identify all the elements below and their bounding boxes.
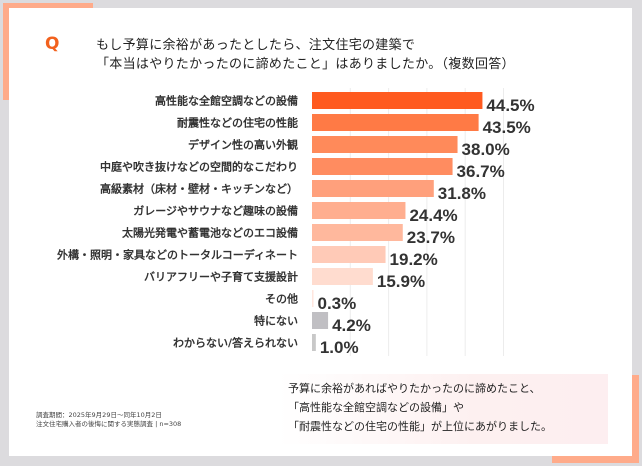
- value-label: 38.0%: [462, 140, 510, 159]
- value-label: 43.5%: [483, 118, 531, 137]
- category-label: 外構・照明・家具などのトータルコーディネート: [56, 248, 298, 262]
- survey-note: 調査期間：2025年9月29日～同年10月2日 注文住宅購入者の後悔に関する実態…: [36, 411, 181, 429]
- bar: [312, 202, 406, 219]
- bar: [312, 224, 403, 241]
- category-label: 中庭や吹き抜けなどの空間的なこだわり: [100, 160, 298, 174]
- category-label: 太陽光発電や蓄電池などのエコ設備: [121, 226, 298, 240]
- category-label: デザイン性の高い外観: [188, 138, 298, 152]
- category-label: 高性能な全館空調などの設備: [155, 94, 298, 108]
- accent-bottom-right-h: [552, 456, 639, 463]
- bar: [312, 290, 314, 307]
- callout-line-2: 「高性能な全館空調などの設備」や: [288, 401, 464, 414]
- callout-line-3: 「耐震性などの住宅の性能」が上位にあがりました。: [288, 420, 552, 433]
- bar: [312, 180, 434, 197]
- category-label: 高級素材（床材・壁材・キッチンなど）: [100, 182, 298, 196]
- bar: [312, 158, 453, 175]
- summary-callout: 予算に余裕があればやりたかったのに諦めたこと、 「高性能な全館空調などの設備」や…: [278, 374, 608, 444]
- bar: [312, 114, 479, 131]
- category-label: バリアフリーや子育て支援設計: [144, 270, 298, 284]
- accent-bottom-right-v: [632, 375, 639, 463]
- bar: [312, 312, 329, 329]
- bar: [312, 268, 373, 285]
- bar: [312, 136, 458, 153]
- category-label: ガレージやサウナなど趣味の設備: [133, 204, 298, 218]
- category-label: 特にない: [254, 314, 298, 328]
- bar: [312, 246, 386, 263]
- category-label: わからない/答えられない: [173, 336, 298, 350]
- accent-top-left-h: [3, 3, 93, 10]
- value-label: 0.3%: [318, 294, 357, 313]
- callout-line-1: 予算に余裕があればやりたかったのに諦めたこと、: [288, 382, 541, 395]
- value-label: 1.0%: [320, 338, 359, 357]
- category-label: 耐震性などの住宅の性能: [177, 116, 298, 130]
- survey-period: 調査期間：2025年9月29日～同年10月2日: [36, 411, 162, 419]
- value-label: 36.7%: [457, 162, 505, 181]
- value-label: 44.5%: [486, 96, 534, 115]
- value-label: 24.4%: [409, 206, 457, 225]
- bar: [312, 334, 316, 351]
- value-label: 15.9%: [377, 272, 425, 291]
- question-line-2: 「本当はやりたかったのに諦めたこと」はありましたか。（複数回答）: [96, 57, 515, 72]
- survey-title: 注文住宅購入者の後悔に関する実態調査 | n=308: [36, 420, 182, 428]
- value-label: 23.7%: [407, 228, 455, 247]
- bar: [312, 92, 483, 109]
- value-label: 31.8%: [438, 184, 486, 203]
- value-label: 4.2%: [332, 316, 371, 335]
- question-mark: Q: [45, 34, 60, 54]
- category-label: その他: [265, 292, 298, 306]
- question-line-1: もし予算に余裕があったとしたら、注文住宅の建築で: [96, 38, 416, 53]
- accent-top-left-v: [3, 3, 10, 100]
- value-label: 19.2%: [390, 250, 438, 269]
